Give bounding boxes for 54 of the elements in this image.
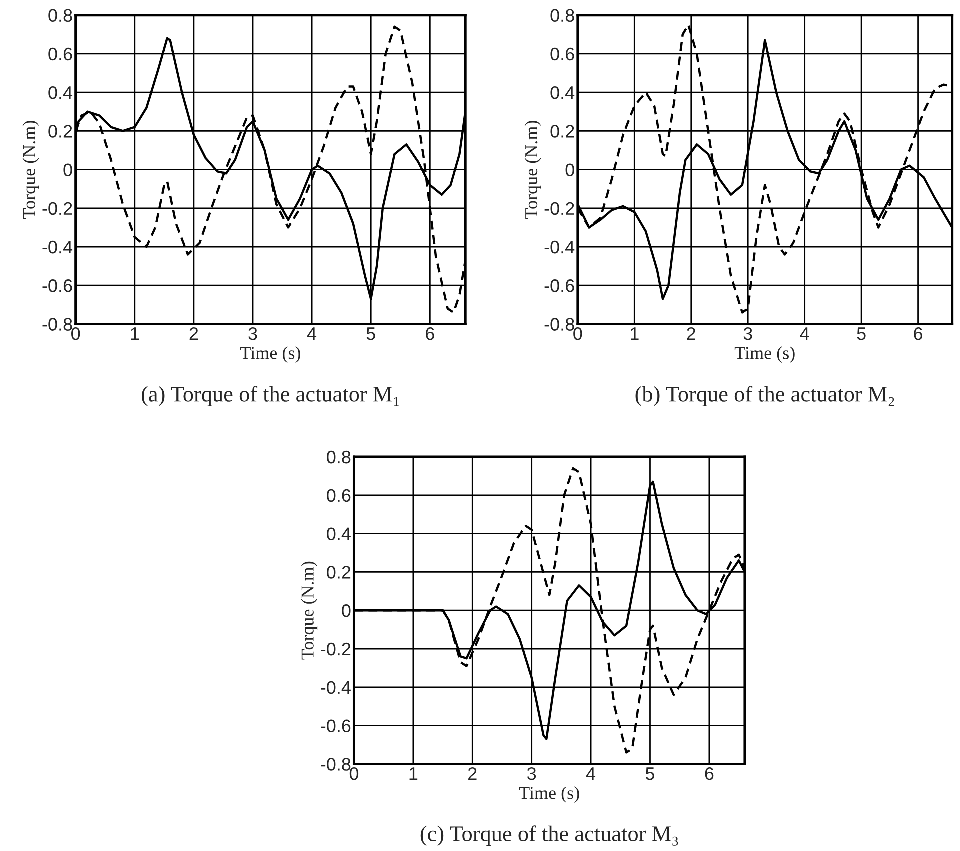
y-tick-label: -0.6	[544, 280, 574, 292]
y-tick-label: 0.2	[550, 125, 574, 138]
x-tick-label: 1	[410, 768, 418, 780]
y-axis-title: Torque (N.m)	[301, 562, 318, 660]
y-tick-label: 0.8	[550, 9, 574, 22]
x-tick-label: 4	[800, 328, 810, 340]
y-axis-title: Torque (N.m)	[22, 121, 40, 219]
y-tick-label: -0.6	[42, 280, 72, 292]
x-tick-label: 5	[857, 328, 866, 340]
x-tick-label: 1	[131, 328, 140, 340]
y-tick-label: 0.6	[48, 48, 72, 61]
y-tick-label: 0.4	[48, 86, 73, 100]
text: (c) Torque of the actuator M₃	[420, 826, 678, 846]
x-tick-label: 6	[426, 327, 434, 340]
y-tick-label: 0	[342, 604, 351, 618]
text: (a) Torque of the actuator M₁	[142, 386, 399, 406]
x-tick-label: 5	[646, 768, 655, 780]
x-tick-label: 6	[705, 767, 714, 780]
x-axis-title: Time (s)	[240, 346, 300, 363]
y-tick-label: -0.2	[544, 202, 574, 216]
y-tick-label: 0.4	[550, 86, 575, 100]
x-tick-label: 4	[307, 328, 317, 340]
x-tick-label: 6	[914, 327, 923, 340]
x-tick-label: 2	[190, 327, 198, 340]
y-tick-label: -0.8	[42, 318, 72, 331]
y-tick-label: 0	[64, 164, 72, 176]
y-tick-label: 0.4	[327, 528, 351, 541]
y-tick-label: 0.2	[48, 125, 72, 138]
y-tick-label: -0.2	[42, 202, 72, 216]
x-tick-label: 3	[528, 767, 536, 780]
x-axis-title: Time (s)	[519, 786, 580, 803]
y-tick-label: -0.2	[321, 642, 351, 656]
y-tick-label: -0.4	[321, 681, 351, 694]
x-tick-label: 5	[366, 328, 376, 340]
y-tick-label: -0.4	[42, 240, 73, 254]
x-tick-label: 2	[687, 327, 696, 340]
x-tick-label: 4	[586, 768, 596, 780]
text: (b) Torque of the actuator M₂	[636, 386, 894, 406]
y-tick-label: -0.8	[544, 318, 574, 331]
y-tick-label: -0.4	[544, 240, 575, 254]
x-tick-label: 3	[248, 327, 258, 340]
y-axis-title: Torque (N.m)	[524, 121, 542, 219]
y-tick-label: 0.8	[327, 450, 351, 464]
y-tick-label: 0.6	[550, 48, 574, 61]
y-tick-label: -0.6	[321, 720, 351, 733]
y-tick-label: 0	[566, 164, 574, 176]
x-tick-label: 2	[468, 767, 477, 780]
y-tick-label: -0.8	[321, 758, 351, 771]
x-tick-label: 1	[631, 328, 639, 340]
x-tick-label: 3	[744, 327, 752, 340]
y-tick-label: 0.6	[327, 489, 351, 502]
y-tick-label: 0.8	[48, 9, 72, 22]
y-tick-label: 0.2	[327, 566, 351, 579]
x-axis-title: Time (s)	[734, 346, 795, 363]
